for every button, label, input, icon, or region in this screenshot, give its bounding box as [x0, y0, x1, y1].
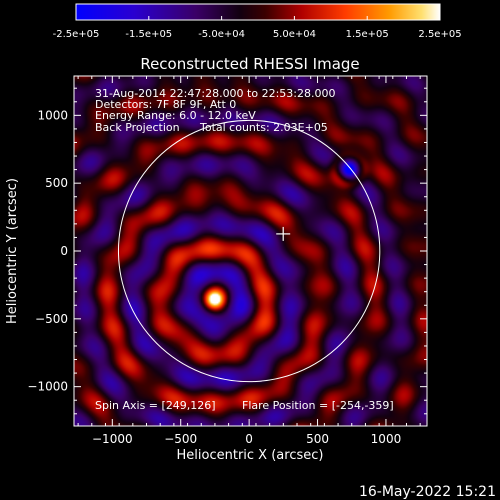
colorbar-tick-label: 1.5e+05 — [346, 29, 389, 40]
timestamp: 16-May-2022 15:21 — [359, 484, 496, 500]
colorbar-tick-label: 2.5e+05 — [418, 29, 461, 40]
x-tick-label: 0 — [245, 432, 253, 446]
x-axis: −1000 −500 0 500 1000 — [77, 76, 421, 446]
footer-flare-position: Flare Position = [-254,-359] — [242, 399, 394, 412]
annotation-energy-range: Energy Range: 6.0 - 12.0 keV — [95, 109, 256, 122]
y-axis: −1000 −500 0 500 1000 — [27, 87, 427, 415]
chart-title: Reconstructed RHESSI Image — [140, 55, 359, 73]
y-axis-label: Heliocentric Y (arcsec) — [5, 178, 20, 324]
colorbar-tick-label: -1.5e+05 — [125, 29, 172, 40]
colorbar-tick-label: -2.5e+05 — [53, 29, 100, 40]
x-tick-label: −1000 — [92, 432, 133, 446]
colorbar-tick-label: -5.0e+04 — [198, 29, 245, 40]
solar-limb — [117, 119, 381, 383]
y-tick-label: −1000 — [27, 380, 68, 394]
annotation-detectors: Detectors: 7F 8F 9F, Att 0 — [95, 98, 236, 111]
x-axis-label: Heliocentric X (arcsec) — [177, 448, 324, 463]
footer-spin-axis: Spin Axis = [249,126] — [95, 399, 216, 412]
colorbar — [75, 3, 441, 21]
x-tick-label: 500 — [306, 432, 329, 446]
x-tick-label: 1000 — [371, 432, 402, 446]
colorbar-tick-label: 5.0e+04 — [273, 29, 316, 40]
spin-axis-marker — [276, 226, 291, 241]
y-tick-label: 1000 — [37, 108, 68, 122]
heatmap-image — [74, 76, 427, 426]
annotation-method: Back Projection — [95, 121, 180, 134]
x-tick-label: −500 — [164, 432, 197, 446]
colorbar-ticks: -2.5e+05 -1.5e+05 -5.0e+04 5.0e+04 1.5e+05 2.… — [53, 16, 462, 40]
y-tick-label: −500 — [35, 312, 68, 326]
y-tick-label: 0 — [60, 244, 68, 258]
annotation-total-counts: Total counts: 2.03E+05 — [199, 121, 328, 134]
annotation-time-range: 31-Aug-2014 22:47:28.000 to 22:53:28.000 — [95, 87, 336, 100]
y-tick-label: 500 — [45, 176, 68, 190]
